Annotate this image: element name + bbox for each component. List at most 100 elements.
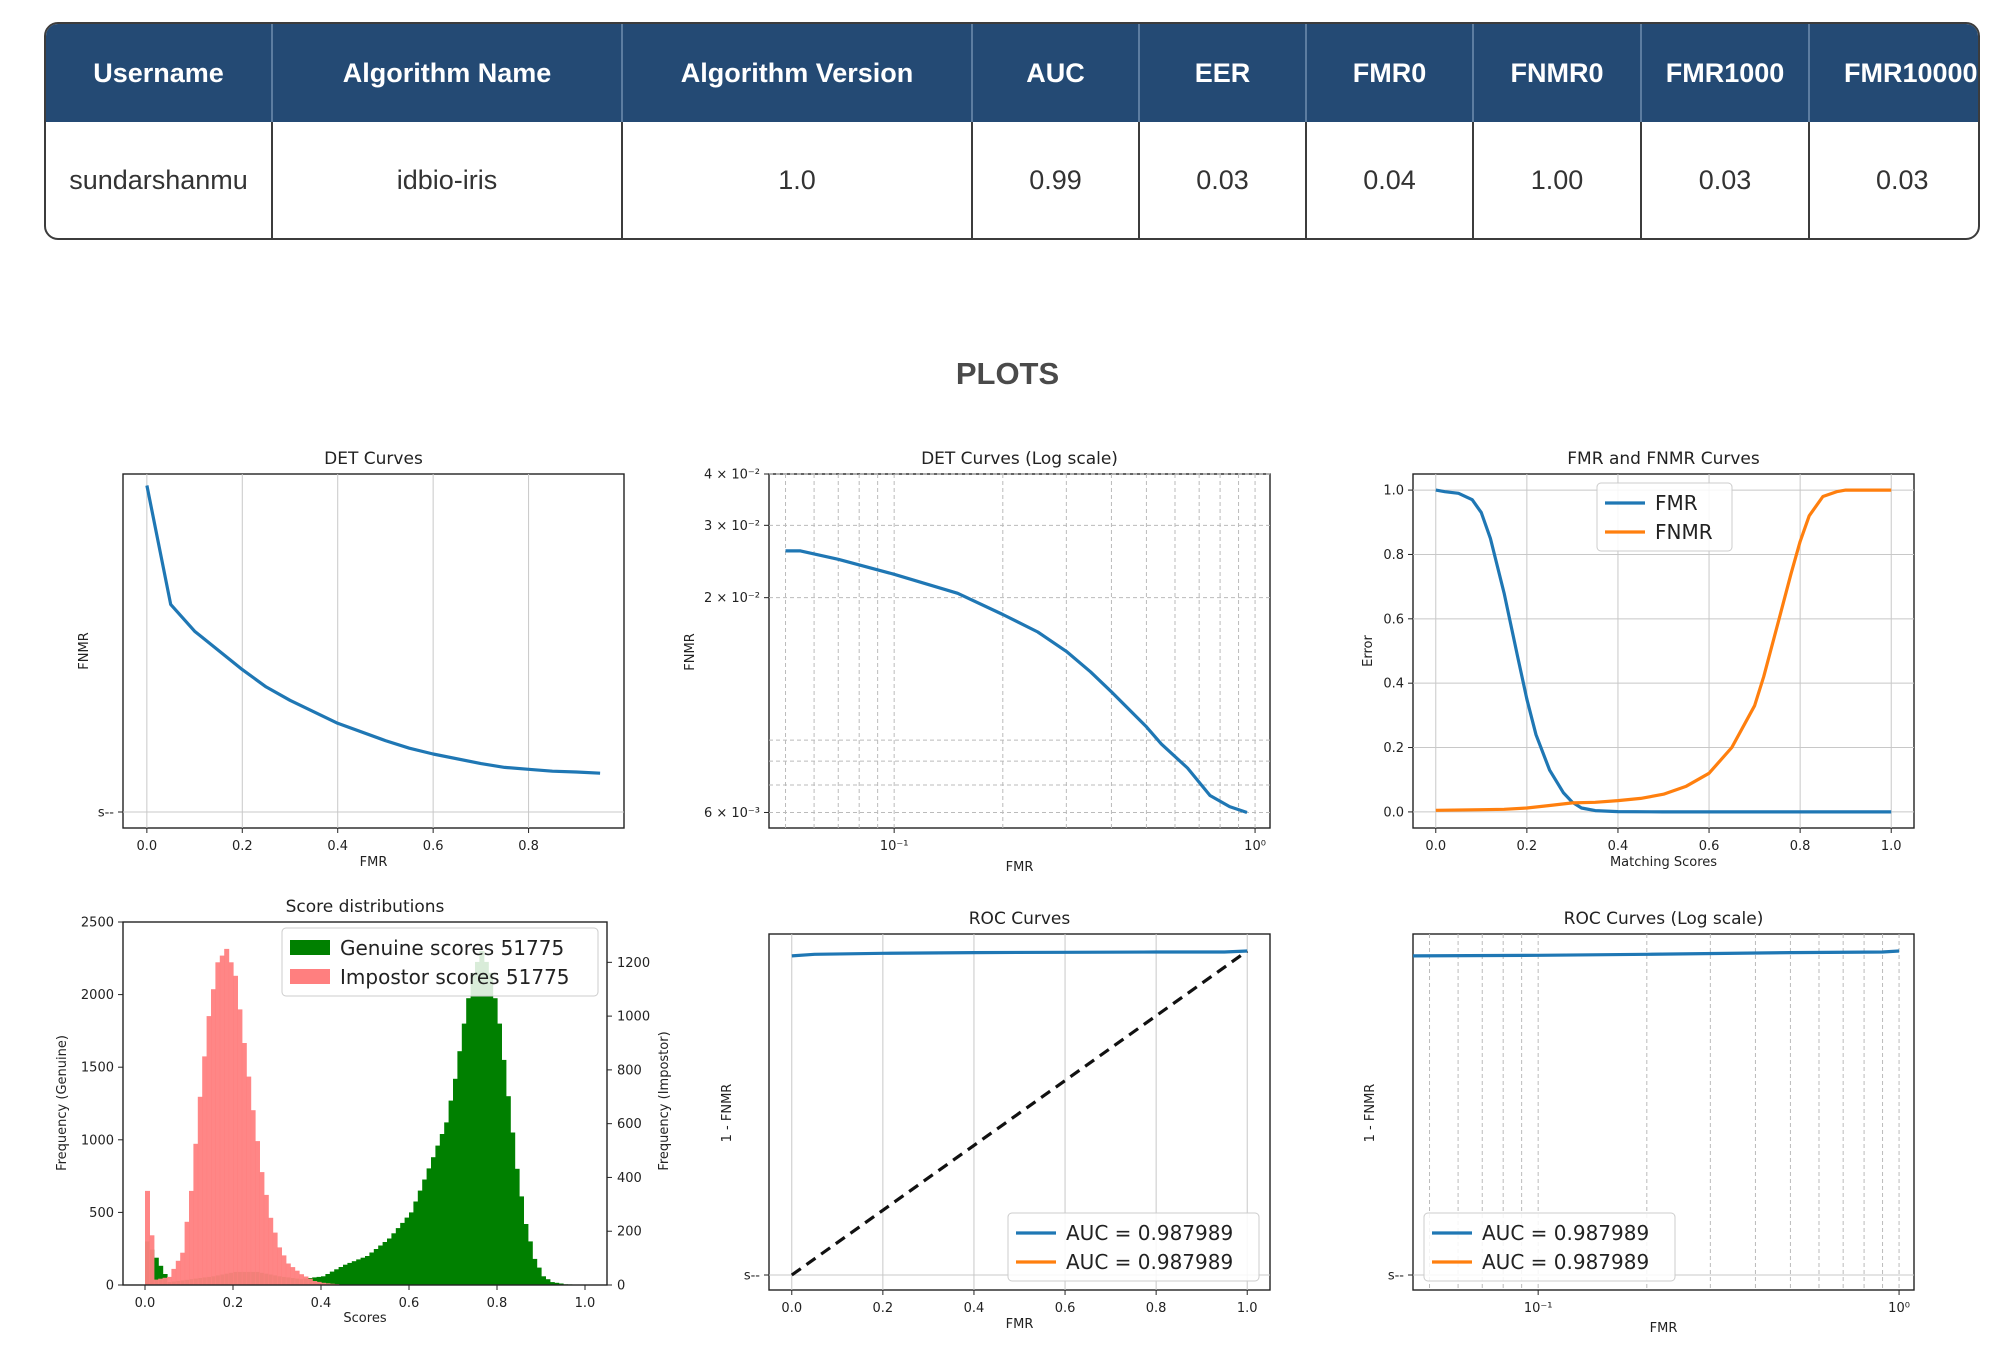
y-axis-label: 1 - FNMR [1363, 1084, 1378, 1143]
impostor-histogram-bar [312, 1281, 318, 1285]
det-curves-log-chart: DET Curves (Log scale) 10⁻¹ 10⁰ 4 × 10⁻² 3 ×… [683, 449, 1271, 875]
y-right-tick-label: 600 [617, 1117, 642, 1132]
results-grid: Username Algorithm Name Algorithm Versio… [46, 24, 1978, 238]
impostor-histogram-bar [241, 1043, 247, 1285]
genuine-histogram-bar [334, 1269, 340, 1285]
column-header-fmr0[interactable]: FMR0 [1306, 24, 1474, 122]
y-axis-label: FNMR [77, 632, 92, 669]
impostor-histogram-bar [246, 1076, 252, 1285]
y-tick-label: 0.6 [1383, 612, 1404, 627]
x-tick-label: 0.8 [518, 839, 539, 854]
legend-box [1423, 1212, 1676, 1282]
impostor-histogram-bar [233, 975, 238, 1285]
genuine-histogram-bar [505, 1096, 511, 1285]
genuine-histogram-bar [422, 1179, 428, 1285]
y-axis-label: 1 - FNMR [720, 1084, 735, 1143]
genuine-histogram-bar [470, 972, 476, 1285]
impostor-histogram-bar [149, 1235, 155, 1285]
legend-label: AUC = 0.987989 [1482, 1221, 1649, 1245]
impostor-histogram-bar [184, 1221, 190, 1285]
impostor-histogram-bar [224, 948, 230, 1285]
chart-title: ROC Curves [969, 909, 1071, 929]
column-header-fnmr0[interactable]: FNMR0 [1473, 24, 1642, 122]
det-log-series-line [785, 549, 1248, 815]
x-tick-label: 0.6 [1055, 1301, 1076, 1316]
x-tick-label: 0.0 [137, 839, 158, 854]
legend-box [1596, 482, 1733, 552]
y-axis-label: FNMR [683, 633, 698, 670]
impostor-histogram-bar [325, 1283, 331, 1285]
impostor-histogram-bar [281, 1255, 287, 1285]
y-tick-label: s-- [98, 806, 114, 821]
x-tick-label: 0.6 [423, 839, 444, 854]
column-header-auc[interactable]: AUC [972, 24, 1140, 122]
fnmr-series-line [1435, 488, 1892, 812]
genuine-histogram-bar [321, 1276, 326, 1285]
genuine-histogram-bar [435, 1145, 441, 1285]
chance-diagonal-line [790, 949, 1249, 1277]
y-tick-label: 2000 [81, 988, 114, 1003]
x-tick-label: 10⁰ [1888, 1301, 1910, 1316]
impostor-histogram-bar [202, 1056, 208, 1285]
fmr-fnmr-chart: FMR and FNMR Curves 0.0 0.2 0.4 0.6 0.8 1.0 0.0… [1361, 449, 1915, 870]
impostor-histogram-bar [158, 1278, 164, 1285]
genuine-histogram-bar [545, 1279, 551, 1285]
y-axis-label: Error [1361, 635, 1376, 667]
x-tick-label: 0.2 [1517, 839, 1538, 854]
column-header-fmr10000[interactable]: FMR10000 [1809, 24, 1978, 122]
genuine-histogram-bar [360, 1257, 366, 1285]
cell-auc: 0.99 [972, 122, 1140, 238]
impostor-histogram-bar [211, 989, 216, 1285]
x-tick-label: 0.2 [232, 839, 253, 854]
results-table: Username Algorithm Name Algorithm Versio… [44, 22, 1980, 240]
genuine-histogram-bar [466, 998, 472, 1285]
genuine-histogram-bar [497, 1023, 502, 1285]
genuine-histogram-bar [158, 1265, 164, 1285]
genuine-histogram-bar [369, 1252, 375, 1285]
column-header-algorithm-version[interactable]: Algorithm Version [622, 24, 973, 122]
y-tick-label: 500 [89, 1206, 114, 1221]
y-tick-label: 6 × 10⁻³ [704, 806, 760, 821]
y-tick-label: 0 [106, 1279, 114, 1294]
column-header-algorithm-name[interactable]: Algorithm Name [272, 24, 623, 122]
y-right-tick-label: 1200 [617, 956, 650, 971]
impostor-histogram-bar [259, 1172, 265, 1285]
table-row: sundarshanmu idbio-iris 1.0 0.99 0.03 0.… [46, 122, 1978, 238]
genuine-histogram-bar [325, 1274, 331, 1285]
impostor-histogram-bar [228, 962, 234, 1285]
chart-title: ROC Curves (Log scale) [1564, 909, 1764, 929]
genuine-histogram-bar [153, 1257, 159, 1285]
y-tick-label: s-- [1388, 1269, 1404, 1284]
cell-algorithm-version: 1.0 [622, 122, 973, 238]
genuine-histogram-bar [387, 1238, 392, 1285]
impostor-histogram-bar [299, 1274, 304, 1285]
legend-swatch [290, 940, 330, 955]
score-distribution-chart: Score distributions 0.0 0.2 0.4 0.6 0.8 1.0 0 50… [55, 897, 672, 1326]
column-header-eer[interactable]: EER [1139, 24, 1307, 122]
legend-label: AUC = 0.987989 [1066, 1250, 1233, 1274]
genuine-histogram-bar [488, 972, 494, 1285]
axes-frame [122, 921, 608, 1286]
column-header-username[interactable]: Username [46, 24, 273, 122]
genuine-histogram-bar [316, 1276, 322, 1285]
impostor-histogram-bar [255, 1141, 260, 1285]
column-header-fmr1000[interactable]: FMR1000 [1641, 24, 1810, 122]
impostor-histogram-bar [307, 1278, 313, 1285]
y-tick-label: 1.0 [1383, 484, 1404, 499]
impostor-histogram-bar [303, 1276, 309, 1285]
impostor-histogram-bar [316, 1281, 322, 1285]
genuine-histogram-bar [558, 1283, 564, 1285]
impostor-histogram-bar [250, 1110, 256, 1285]
table-header-row: Username Algorithm Name Algorithm Versio… [46, 24, 1978, 122]
y-axis-label: Frequency (Genuine) [55, 1035, 70, 1171]
y-tick-label: 0.0 [1383, 805, 1404, 820]
x-tick-label: 0.6 [399, 1296, 420, 1311]
genuine-histogram-bar [417, 1190, 423, 1285]
impostor-histogram-bar [193, 1143, 199, 1285]
y-tick-label: 3 × 10⁻² [704, 519, 760, 534]
x-tick-label: 0.2 [873, 1301, 894, 1316]
impostor-histogram-bar [180, 1252, 186, 1285]
legend-label: FMR [1655, 491, 1698, 515]
y-right-tick-label: 800 [617, 1063, 642, 1078]
genuine-histogram-bar [453, 1078, 458, 1285]
